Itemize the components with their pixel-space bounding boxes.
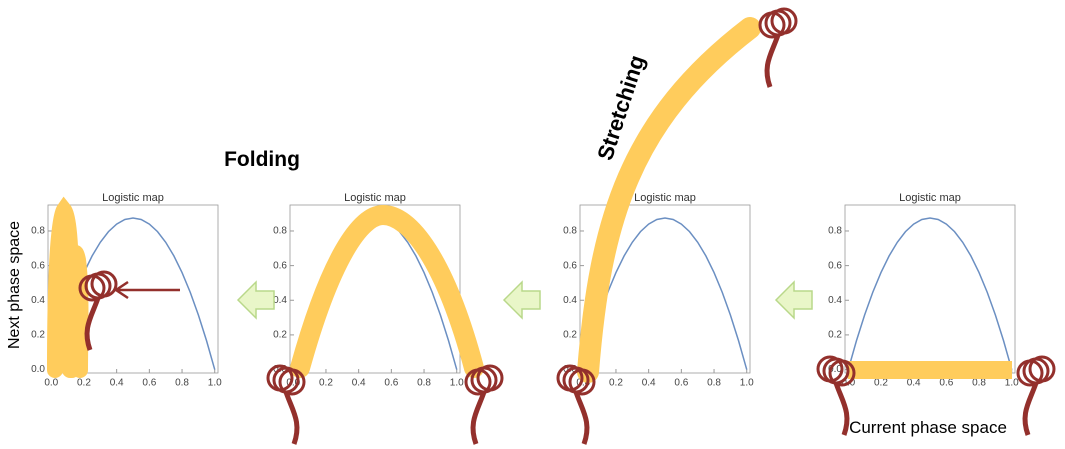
y-tick-label: 0.2 bbox=[563, 330, 577, 341]
step-arrow bbox=[503, 281, 541, 319]
x-tick-label: 1.0 bbox=[740, 378, 754, 389]
y-tick-label: 0.4 bbox=[828, 295, 842, 306]
x-tick-label: 0.8 bbox=[175, 378, 189, 389]
step-arrow bbox=[237, 281, 275, 319]
y-tick-label: 0.6 bbox=[273, 260, 287, 271]
x-tick-label: 0.4 bbox=[352, 378, 366, 389]
y-tick-label: 0.4 bbox=[31, 295, 45, 306]
y-tick-label: 0.2 bbox=[828, 330, 842, 341]
swirl bbox=[1018, 357, 1054, 435]
current-label: Current phase space bbox=[849, 418, 1007, 437]
x-tick-label: 0.6 bbox=[384, 378, 398, 389]
frame bbox=[289, 204, 461, 374]
curve bbox=[582, 217, 748, 370]
band bbox=[290, 204, 484, 378]
x-tick-label: 0.4 bbox=[110, 378, 124, 389]
x-tick-label: 1.0 bbox=[208, 378, 222, 389]
folding-label: Folding bbox=[224, 148, 300, 171]
y-tick-label: 0.6 bbox=[31, 260, 45, 271]
y-tick-label: 0.4 bbox=[563, 295, 577, 306]
x-tick-label: 0.8 bbox=[707, 378, 721, 389]
step-arrow bbox=[775, 281, 813, 319]
panel-title: Logistic map bbox=[344, 192, 406, 204]
y-tick-label: 0.2 bbox=[31, 330, 45, 341]
x-tick-label: 0.2 bbox=[319, 378, 333, 389]
band bbox=[577, 17, 761, 383]
y-tick-label: 0.8 bbox=[31, 226, 45, 237]
swirl bbox=[466, 366, 502, 444]
arrow bbox=[113, 280, 180, 300]
x-tick-label: 0.6 bbox=[142, 378, 156, 389]
y-tick-label: 0.8 bbox=[273, 226, 287, 237]
panel-title: Logistic map bbox=[899, 192, 961, 204]
x-tick-label: 0.4 bbox=[642, 378, 656, 389]
y-tick-label: 0.6 bbox=[828, 260, 842, 271]
x-tick-label: 0.2 bbox=[609, 378, 623, 389]
x-tick-label: 1.0 bbox=[1005, 378, 1019, 389]
y-tick-label: 0.6 bbox=[563, 260, 577, 271]
x-tick-label: 0.6 bbox=[674, 378, 688, 389]
y-tick-label: 0.8 bbox=[563, 226, 577, 237]
panel-title: Logistic map bbox=[102, 192, 164, 204]
frame bbox=[844, 204, 1016, 374]
x-tick-label: 0.4 bbox=[907, 378, 921, 389]
panel-title: Logistic map bbox=[634, 192, 696, 204]
swirl bbox=[760, 9, 796, 87]
x-tick-label: 0.0 bbox=[44, 378, 58, 389]
x-tick-label: 1.0 bbox=[450, 378, 464, 389]
x-tick-label: 0.6 bbox=[939, 378, 953, 389]
curve bbox=[847, 217, 1013, 370]
x-tick-label: 0.8 bbox=[417, 378, 431, 389]
y-tick-label: 0.8 bbox=[828, 226, 842, 237]
frame bbox=[47, 204, 219, 374]
x-tick-label: 0.0 bbox=[576, 378, 590, 389]
band bbox=[47, 196, 89, 378]
frame bbox=[579, 204, 751, 374]
x-tick-label: 0.0 bbox=[286, 378, 300, 389]
next-label: Next phase space bbox=[6, 221, 23, 349]
y-tick-label: 0.4 bbox=[273, 295, 287, 306]
x-tick-label: 0.8 bbox=[972, 378, 986, 389]
y-tick-label: 0.0 bbox=[31, 364, 45, 375]
y-tick-label: 0.2 bbox=[273, 330, 287, 341]
x-tick-label: 0.2 bbox=[874, 378, 888, 389]
y-tick-label: 0.0 bbox=[828, 364, 842, 375]
x-tick-label: 0.2 bbox=[77, 378, 91, 389]
